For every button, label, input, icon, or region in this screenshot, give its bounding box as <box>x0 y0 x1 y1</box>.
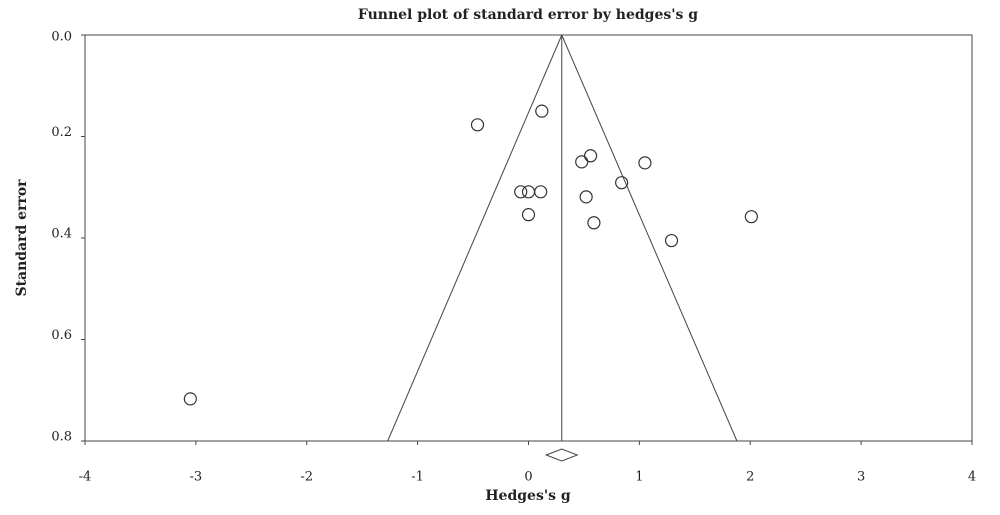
plot-frame <box>84 34 973 442</box>
x-tick-label: -4 <box>79 470 92 485</box>
study-point <box>521 185 536 199</box>
x-tick-label: -1 <box>411 470 424 485</box>
y-tick-label: 0.6 <box>51 328 72 343</box>
x-axis-label: Hedges's g <box>485 488 571 504</box>
funnel-left <box>387 34 563 442</box>
study-point <box>583 149 598 163</box>
x-tick-label: 0 <box>524 470 532 485</box>
study-point <box>535 104 549 118</box>
study-point <box>587 216 601 230</box>
summary-diamond <box>544 448 579 462</box>
x-tick-label: 1 <box>635 470 643 485</box>
study-point <box>534 185 548 199</box>
x-tick-label: 4 <box>968 470 976 485</box>
y-tick-label: 0.0 <box>51 30 72 45</box>
y-tick-label: 0.8 <box>51 430 72 445</box>
y-axis-label: Standard error <box>14 179 30 297</box>
funnel-right <box>561 34 738 442</box>
chart-title: Funnel plot of standard error by hedges'… <box>358 7 698 23</box>
study-point <box>664 233 679 248</box>
study-point <box>615 176 629 190</box>
study-point <box>470 118 485 132</box>
x-tick-label: -3 <box>190 470 203 485</box>
x-tick-label: -2 <box>300 470 313 485</box>
study-point <box>514 185 528 199</box>
study-point <box>521 208 536 222</box>
study-point <box>638 156 652 170</box>
study-point <box>183 392 197 406</box>
study-point <box>744 210 758 224</box>
y-tick-label: 0.2 <box>51 125 72 140</box>
x-tick-label: 2 <box>746 470 754 485</box>
study-point <box>579 190 593 204</box>
x-tick-label: 3 <box>857 470 865 485</box>
y-tick-label: 0.4 <box>51 227 72 242</box>
study-point <box>575 155 589 169</box>
